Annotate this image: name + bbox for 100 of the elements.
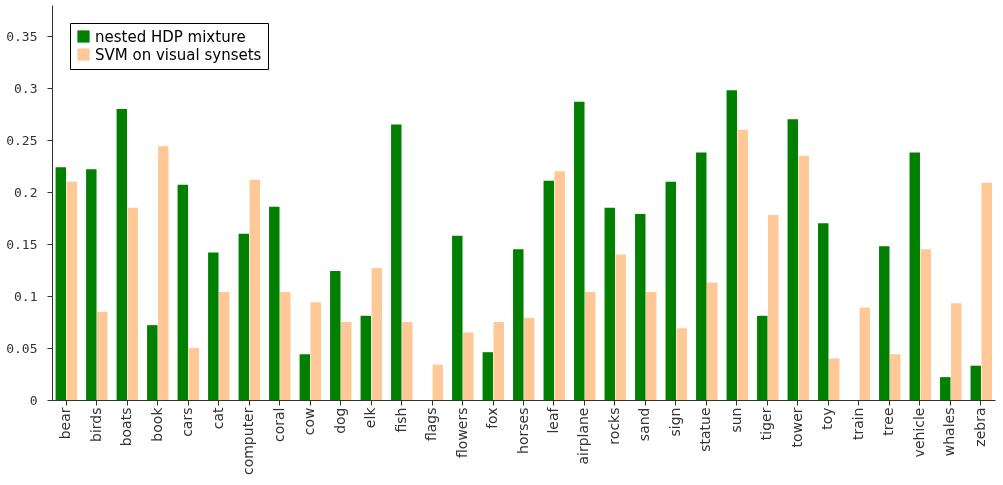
x-tick-label: fish xyxy=(392,407,409,433)
x-tick-label: rocks xyxy=(605,407,622,445)
bar xyxy=(66,181,78,400)
bar xyxy=(402,322,413,400)
bar xyxy=(299,354,311,400)
bar xyxy=(920,249,931,400)
bar xyxy=(432,364,443,400)
x-tick-label: coral xyxy=(270,407,287,442)
bar xyxy=(646,291,657,400)
y-tick-label: 0.15 xyxy=(6,236,38,252)
x-tick-label: tiger xyxy=(758,407,775,441)
bar xyxy=(707,282,718,400)
legend-label: nested HDP mixture xyxy=(95,27,246,46)
x-tick-label: elk xyxy=(362,406,379,429)
x-tick-label: horses xyxy=(514,407,531,454)
x-tick-label: sun xyxy=(727,407,744,433)
x-tick-label: train xyxy=(849,407,866,441)
bar xyxy=(177,184,189,400)
y-tick-label: 0.1 xyxy=(14,288,38,304)
x-tick-label: tree xyxy=(880,407,897,436)
x-tick-label: cow xyxy=(301,407,318,436)
x-tick-label: vehicle xyxy=(910,407,927,458)
bar xyxy=(585,291,596,400)
x-tick-label: sand xyxy=(636,407,653,442)
bar xyxy=(543,180,554,400)
bar xyxy=(269,206,280,400)
y-tick-label: 0.05 xyxy=(6,340,38,356)
y-tick-label: 0.2 xyxy=(14,184,38,200)
bar xyxy=(310,302,321,400)
bar xyxy=(554,171,565,400)
x-tick-label: toy xyxy=(819,407,836,430)
bar xyxy=(493,322,504,400)
y-tick-label: 0.3 xyxy=(14,80,38,96)
x-tick-label: tower xyxy=(788,407,805,448)
y-tick-label: 0.35 xyxy=(6,28,38,44)
x-tick-label: statue xyxy=(697,407,714,452)
bar xyxy=(513,249,524,400)
bar xyxy=(452,235,463,400)
x-tick-label: airplane xyxy=(575,407,592,465)
x-tick-label: flags xyxy=(423,407,440,442)
bar xyxy=(665,181,676,400)
bar xyxy=(249,179,260,400)
bar xyxy=(147,325,158,400)
x-tick-label: whales xyxy=(941,407,958,457)
bar xyxy=(890,354,901,400)
x-tick-label: fox xyxy=(484,407,500,429)
x-tick-label: sign xyxy=(666,407,683,437)
x-tick-label: computer xyxy=(240,407,257,476)
bar xyxy=(97,311,108,400)
bar xyxy=(238,233,250,400)
bar xyxy=(330,271,341,400)
bar xyxy=(615,254,626,400)
bar xyxy=(818,223,829,400)
bar xyxy=(574,101,585,400)
bar xyxy=(604,207,615,400)
bar xyxy=(219,291,230,400)
x-tick-label: cat xyxy=(209,406,226,430)
bar xyxy=(341,322,352,400)
bar xyxy=(280,291,291,400)
bar xyxy=(371,267,382,400)
legend-label: SVM on visual synsets xyxy=(95,45,262,64)
bar xyxy=(737,129,748,400)
bar xyxy=(116,108,128,400)
x-tick-label: dog xyxy=(331,407,348,434)
y-tick-label: 0.25 xyxy=(6,132,38,148)
x-tick-label: leaf xyxy=(545,406,561,434)
bar xyxy=(463,332,474,400)
y-tick-label: 0 xyxy=(29,392,38,408)
bar xyxy=(188,348,199,400)
bar xyxy=(940,377,951,400)
bar xyxy=(879,246,890,400)
bar xyxy=(981,182,992,400)
x-tick-label: flowers xyxy=(453,407,470,458)
x-tick-label: birds xyxy=(87,407,104,442)
bar xyxy=(829,358,840,400)
bar xyxy=(524,317,535,400)
x-tick-label: bear xyxy=(57,407,74,440)
bar xyxy=(158,146,169,400)
x-tick-label: cars xyxy=(179,407,196,437)
bar xyxy=(391,124,402,400)
x-tick-label: book xyxy=(148,406,165,442)
bar xyxy=(951,303,962,400)
bar xyxy=(696,152,707,400)
bar xyxy=(86,169,97,400)
bar xyxy=(757,315,768,400)
x-tick-label: boats xyxy=(118,407,135,447)
bar xyxy=(726,90,737,400)
bar xyxy=(970,365,981,400)
x-tick-label: zebra xyxy=(971,407,988,447)
bar xyxy=(127,207,138,400)
bar xyxy=(482,352,493,400)
bar xyxy=(768,214,779,400)
bar xyxy=(55,167,67,400)
bar xyxy=(859,307,870,400)
bar xyxy=(360,315,372,400)
bar xyxy=(676,328,687,400)
bar xyxy=(798,155,809,400)
bar xyxy=(909,152,920,400)
bar xyxy=(208,252,219,400)
bar xyxy=(635,213,646,400)
